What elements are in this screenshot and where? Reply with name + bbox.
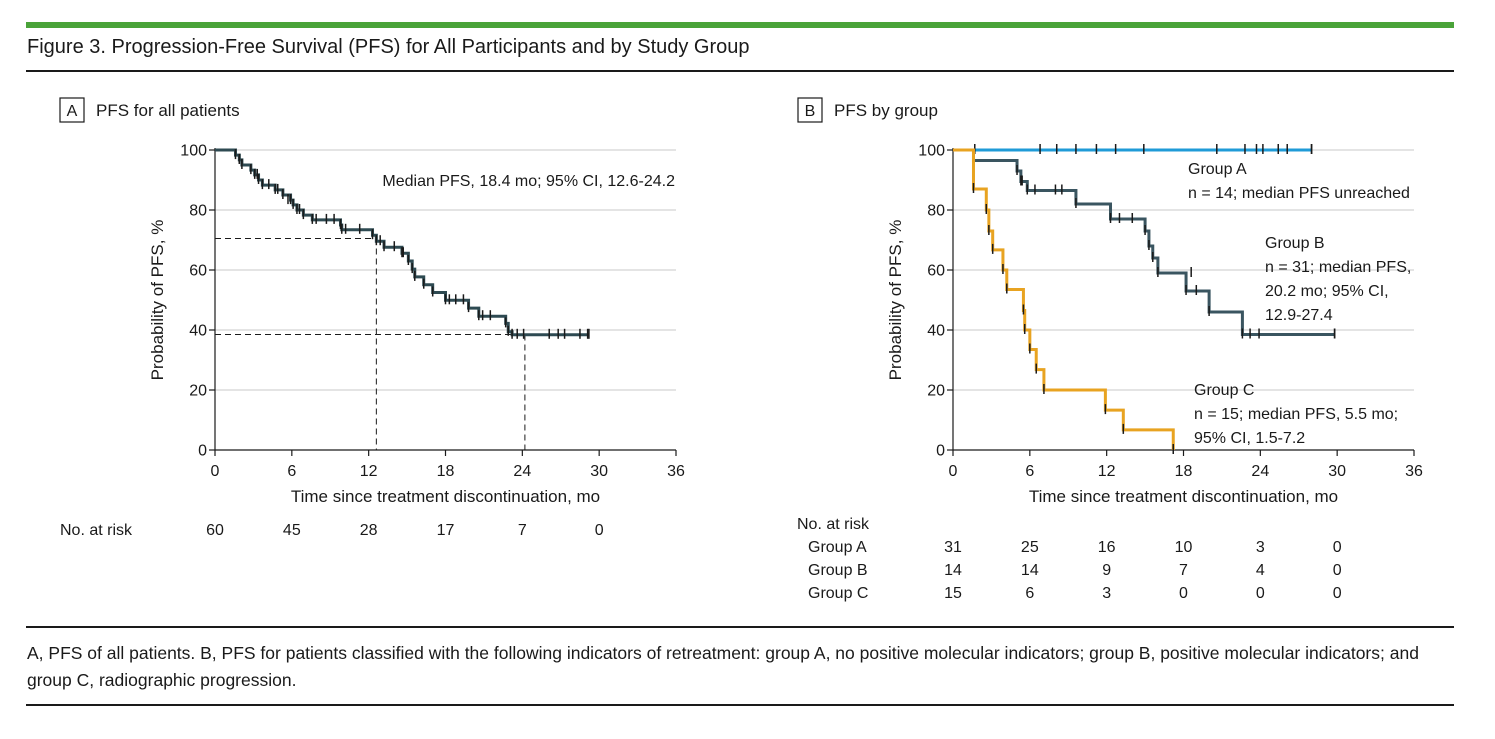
panel-a-risk-value: 7 [518, 522, 527, 539]
panel-b-risk-row-name: Group C [808, 585, 868, 602]
panel-a-x-tick-label: 36 [667, 463, 685, 480]
figure-caption: A, PFS of all patients. B, PFS for patie… [27, 643, 1419, 690]
panel-a-y-axis-label: Probability of PFS, % [148, 220, 167, 381]
panel-b-title: PFS by group [834, 101, 938, 120]
panel-a-median-annotation: Median PFS, 18.4 mo; 95% CI, 12.6-24.2 [382, 173, 675, 190]
panel-b-risk-value: 9 [1102, 562, 1111, 579]
panel-a-risk-table-label: No. at risk [60, 522, 133, 539]
panel-b-series-group-c-curve [953, 148, 1175, 450]
panel-b-series-group-b-label: 12.9-27.4 [1265, 307, 1333, 324]
panel-b-risk-value: 3 [1102, 585, 1111, 602]
panel-b-series-group-b-label: 20.2 mo; 95% CI, [1265, 283, 1389, 300]
panel-b-series-group-c-label: n = 15; median PFS, 5.5 mo; [1194, 406, 1398, 423]
panel-b-risk-value: 16 [1098, 539, 1116, 556]
panel-a-risk-value: 0 [595, 522, 604, 539]
panel-b-risk-row-name: Group A [808, 539, 867, 556]
panel-b-series-group-b-label: Group B [1265, 235, 1325, 252]
panel-a-letter-box [59, 97, 85, 123]
panel-b-risk-value: 0 [1256, 585, 1265, 602]
panel-b-y-tick-label: 60 [927, 263, 945, 280]
figure-accent-bar [26, 22, 1454, 28]
panel-a-x-tick-label: 12 [360, 463, 378, 480]
panel-b-x-tick-label: 24 [1251, 463, 1269, 480]
panel-b-letter-box [797, 97, 823, 123]
panel-b-letter: B [805, 103, 816, 120]
title-divider [26, 70, 1454, 72]
panel-b-risk-value: 15 [944, 585, 962, 602]
panel-b-x-axis-label: Time since treatment discontinuation, mo [1029, 487, 1338, 506]
panel-b-risk-value: 3 [1256, 539, 1265, 556]
panel-a-risk-value: 60 [206, 522, 224, 539]
panel-b-series-group-a-label: n = 14; median PFS unreached [1188, 185, 1410, 202]
panel-b-y-tick-label: 0 [936, 443, 945, 460]
panel-a-risk-value: 17 [437, 522, 455, 539]
panel-b-series-group-c-label: Group C [1194, 382, 1254, 399]
panel-b-risk-table-label: No. at risk [797, 516, 870, 533]
panel-b-y-tick-label: 20 [927, 383, 945, 400]
panel-b-risk-row-name: Group B [808, 562, 868, 579]
panel-b-x-tick-label: 18 [1175, 463, 1193, 480]
panel-b-x-tick-label: 6 [1025, 463, 1034, 480]
panel-b-y-tick-label: 40 [927, 323, 945, 340]
panel-a-risk-value: 45 [283, 522, 301, 539]
panel-b-risk-value: 6 [1025, 585, 1034, 602]
panel-a-y-tick-label: 20 [189, 383, 207, 400]
panel-a-y-tick-label: 40 [189, 323, 207, 340]
panel-b-risk-value: 25 [1021, 539, 1039, 556]
panel-a-y-tick-label: 80 [189, 203, 207, 220]
panel-b-series-group-b-label: n = 31; median PFS, [1265, 259, 1411, 276]
panel-b-risk-value: 4 [1256, 562, 1265, 579]
panel-a-y-tick-label: 100 [180, 143, 207, 160]
panel-b-risk-value: 14 [1021, 562, 1039, 579]
panel-b-risk-value: 14 [944, 562, 962, 579]
panel-a-y-tick-label: 0 [198, 443, 207, 460]
panel-a-x-tick-label: 18 [437, 463, 455, 480]
panel-a-x-tick-label: 24 [513, 463, 531, 480]
figure-title: Figure 3. Progression-Free Survival (PFS… [27, 36, 750, 58]
caption-divider-bottom [26, 704, 1454, 706]
panel-a-x-tick-label: 30 [590, 463, 608, 480]
caption-divider-top [26, 626, 1454, 628]
panel-b-y-tick-label: 100 [918, 143, 945, 160]
panel-b-risk-value: 0 [1333, 539, 1342, 556]
panel-a-x-tick-label: 6 [287, 463, 296, 480]
panel-b-risk-value: 31 [944, 539, 962, 556]
panel-b-risk-value: 0 [1179, 585, 1188, 602]
panel-b-series-group-a-label: Group A [1188, 161, 1247, 178]
panel-b-risk-value: 10 [1175, 539, 1193, 556]
panel-b-y-tick-label: 80 [927, 203, 945, 220]
panel-b-risk-value: 7 [1179, 562, 1188, 579]
panel-a-x-tick-label: 0 [211, 463, 220, 480]
panel-a-letter: A [67, 103, 78, 120]
panel-b-x-tick-label: 0 [949, 463, 958, 480]
panel-b-x-tick-label: 12 [1098, 463, 1116, 480]
panel-b-y-axis-label: Probability of PFS, % [886, 220, 905, 381]
panel-a-risk-value: 28 [360, 522, 378, 539]
panel-b-x-tick-label: 36 [1405, 463, 1423, 480]
panel-b-x-tick-label: 30 [1328, 463, 1346, 480]
panel-b-risk-value: 0 [1333, 585, 1342, 602]
panel-a-y-tick-label: 60 [189, 263, 207, 280]
panel-a-title: PFS for all patients [96, 101, 240, 120]
panel-b-risk-value: 0 [1333, 562, 1342, 579]
panel-a-x-axis-label: Time since treatment discontinuation, mo [291, 487, 600, 506]
panel-b-series-group-c-label: 95% CI, 1.5-7.2 [1194, 430, 1305, 447]
